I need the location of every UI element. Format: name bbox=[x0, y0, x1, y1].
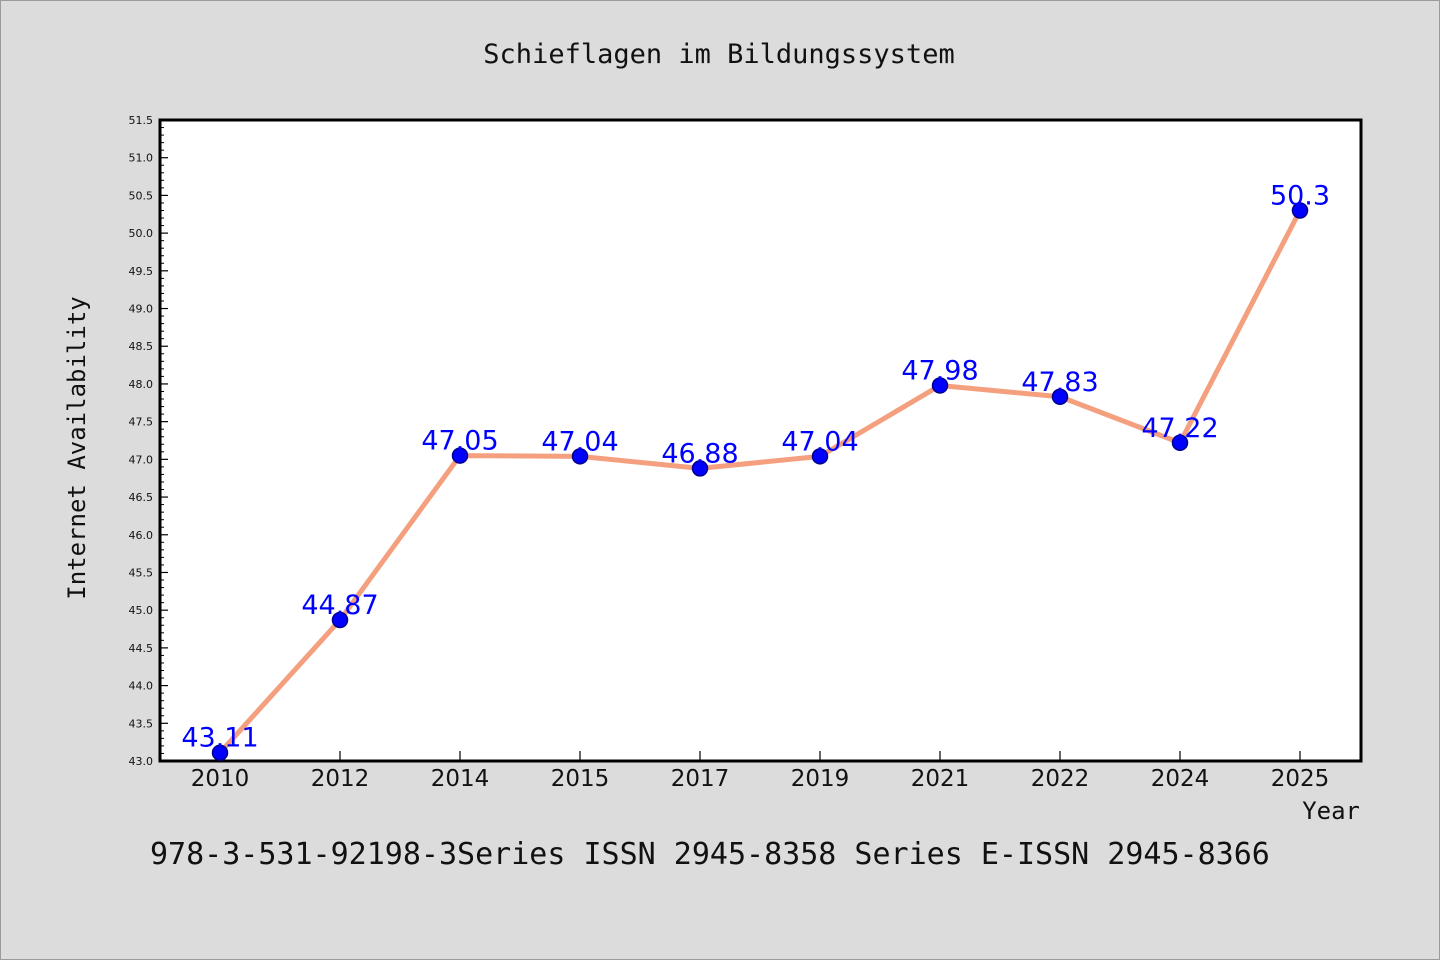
y-tick-label: 48.5 bbox=[129, 340, 154, 353]
y-tick-label: 50.0 bbox=[129, 227, 154, 240]
x-tick-label: 2021 bbox=[911, 766, 970, 792]
data-label: 44.87 bbox=[301, 590, 378, 621]
series-line bbox=[217, 207, 1303, 756]
x-axis: 2010 2012 2014 2015 2017 2019 2021 2022 2024 2025 bbox=[191, 751, 1330, 792]
y-axis-label: Internet Availability bbox=[63, 296, 91, 599]
y-tick-label: 45.5 bbox=[129, 566, 154, 579]
series-polyline bbox=[217, 207, 1303, 756]
y-tick-label: 49.0 bbox=[129, 303, 154, 316]
y-tick-label: 51.0 bbox=[129, 152, 154, 165]
data-label: 47.04 bbox=[781, 426, 858, 457]
series-markers bbox=[211, 202, 1309, 761]
y-tick-label: 47.0 bbox=[129, 453, 154, 466]
x-tick-label: 2019 bbox=[791, 766, 850, 792]
data-point bbox=[1291, 202, 1309, 219]
data-point bbox=[931, 377, 949, 394]
data-labels: 43.11 44.87 47.05 47.04 46.88 47.04 47.98 47.83… bbox=[181, 180, 1330, 753]
data-label: 47.04 bbox=[541, 426, 618, 457]
x-tick-label: 2025 bbox=[1271, 766, 1330, 792]
y-tick-label: 47.5 bbox=[129, 416, 154, 429]
data-point bbox=[1171, 434, 1189, 452]
x-tick-label: 2017 bbox=[671, 766, 730, 792]
x-tick-label: 2014 bbox=[431, 766, 490, 792]
y-tick-label: 45.0 bbox=[129, 604, 154, 617]
x-tick-label: 2022 bbox=[1031, 766, 1090, 792]
data-point bbox=[691, 460, 709, 477]
y-tick-label: 46.0 bbox=[129, 529, 154, 542]
data-label: 47.98 bbox=[901, 355, 978, 386]
footer-text: 978-3-531-92198-3Series ISSN 2945-8358 S… bbox=[150, 837, 1270, 872]
x-axis-label: Year bbox=[1302, 797, 1360, 825]
data-label: 43.11 bbox=[181, 723, 258, 754]
data-point bbox=[451, 447, 469, 464]
x-tick-label: 2010 bbox=[191, 766, 250, 792]
x-tick-label: 2012 bbox=[311, 766, 370, 792]
y-tick-label: 44.0 bbox=[129, 680, 154, 693]
y-tick-label: 48.0 bbox=[129, 378, 154, 391]
data-label: 47.83 bbox=[1021, 367, 1098, 398]
data-label: 46.88 bbox=[661, 438, 738, 469]
y-tick-label: 49.5 bbox=[129, 265, 154, 278]
data-point bbox=[811, 448, 829, 465]
y-tick-label: 44.5 bbox=[129, 642, 154, 655]
data-label: 50.3 bbox=[1270, 180, 1330, 211]
x-tick-label: 2024 bbox=[1151, 766, 1210, 792]
y-tick-label: 46.5 bbox=[129, 491, 154, 504]
data-point bbox=[571, 448, 589, 465]
y-tick-label: 50.5 bbox=[129, 189, 154, 202]
data-label: 47.22 bbox=[1141, 413, 1218, 444]
y-tick-label: 43.5 bbox=[129, 717, 154, 730]
y-tick-label: 51.5 bbox=[129, 114, 154, 127]
data-label: 47.05 bbox=[421, 426, 498, 457]
y-tick-label: 43.0 bbox=[129, 755, 154, 768]
plot-area bbox=[158, 118, 1363, 763]
x-tick-label: 2015 bbox=[551, 766, 610, 792]
data-point bbox=[1051, 388, 1069, 406]
y-axis: 43.0 43.5 44.0 44.5 45.0 45.5 46.0 46.5 47.0 47.5… bbox=[129, 114, 168, 768]
data-point bbox=[331, 611, 349, 629]
data-point bbox=[211, 744, 229, 761]
chart-title: Schieflagen im Bildungssystem bbox=[483, 39, 954, 70]
